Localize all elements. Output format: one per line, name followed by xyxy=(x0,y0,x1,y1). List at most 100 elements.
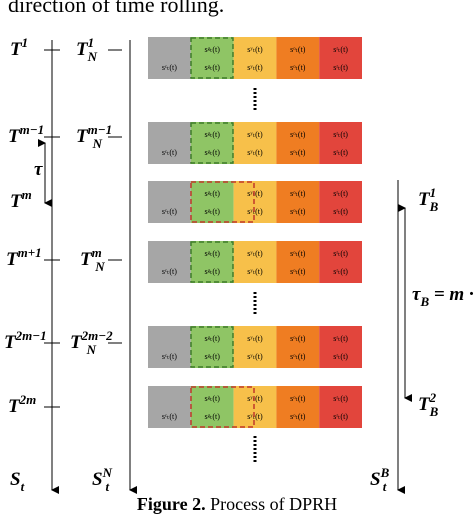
label-base: τ xyxy=(412,284,421,305)
segment-label: sʸₜ(t) xyxy=(247,189,263,198)
label-sup: 1 xyxy=(430,185,437,200)
segment xyxy=(190,122,234,164)
label-sup: 2m xyxy=(19,392,37,407)
segment xyxy=(276,181,320,223)
segment-label: sʸₜ(t) xyxy=(247,249,263,258)
segment-label: sᵒₜ(t) xyxy=(290,249,306,258)
segment-label: sᶜₜ(t) xyxy=(162,63,177,72)
segment-label: sʸₜ(t) xyxy=(247,412,263,421)
segment-label: sʳₜ(t) xyxy=(333,189,348,198)
label-sup: 2 xyxy=(429,390,437,405)
label-base: T xyxy=(70,332,83,353)
label-base: T xyxy=(418,394,431,415)
axis-label: St xyxy=(10,469,25,494)
label-base: T xyxy=(8,126,21,147)
label-base: T xyxy=(76,39,89,60)
segment-label: sʳₜ(t) xyxy=(333,267,348,276)
label-base: T xyxy=(80,249,93,270)
segment-label: sᵍₜ(t) xyxy=(204,45,220,54)
label-base: τ xyxy=(34,159,43,180)
segment-label: sᵒₜ(t) xyxy=(290,130,306,139)
segment xyxy=(233,181,277,223)
segment-label: sᵒₜ(t) xyxy=(290,334,306,343)
segment-label: sᵒₜ(t) xyxy=(290,63,306,72)
segment xyxy=(190,37,234,79)
label-base: T xyxy=(6,249,19,270)
segment xyxy=(190,241,234,283)
segment-label: sʸₜ(t) xyxy=(247,352,263,361)
segment-label: sʸₜ(t) xyxy=(247,148,263,157)
segment xyxy=(319,386,362,428)
segment xyxy=(319,181,362,223)
label-sup: m−1 xyxy=(20,122,45,137)
axis-label: T2m−1 xyxy=(4,328,47,353)
segment-label: sʸₜ(t) xyxy=(247,267,263,276)
header-text: direction of time rolling. xyxy=(8,0,224,17)
segment xyxy=(148,37,191,79)
label-sub: N xyxy=(92,136,103,151)
axis-label: τB = m · τ xyxy=(412,284,474,309)
segment-label: sᵍₜ(t) xyxy=(204,207,220,216)
highlight-box xyxy=(190,181,255,223)
highlight-box xyxy=(190,122,234,164)
label-base: T xyxy=(8,396,21,417)
label-base: S xyxy=(370,469,381,490)
segment-label: sʸₜ(t) xyxy=(247,334,263,343)
label-base: T xyxy=(418,189,431,210)
highlight-box xyxy=(190,326,234,368)
segment xyxy=(233,326,277,368)
label-base: T xyxy=(10,39,23,60)
label-sup: 2m−2 xyxy=(81,328,113,343)
segment-label: sʳₜ(t) xyxy=(333,412,348,421)
label-sub: t xyxy=(105,479,109,494)
segment-label: sʳₜ(t) xyxy=(333,249,348,258)
label-sup: 1 xyxy=(22,35,29,50)
label-sub: B xyxy=(429,199,439,214)
segment-label: sʳₜ(t) xyxy=(333,148,348,157)
axis-label: T2m xyxy=(8,392,36,417)
label-sub: N xyxy=(86,342,97,357)
segment-label: sʳₜ(t) xyxy=(333,394,348,403)
axis-label: Tm−1 N xyxy=(76,122,112,151)
label-sub: B xyxy=(419,294,429,309)
segment-label: sʸₜ(t) xyxy=(247,130,263,139)
label-sub: B xyxy=(429,404,439,419)
highlight-box xyxy=(190,386,255,428)
segment-label: sᶜₜ(t) xyxy=(162,148,177,157)
segment xyxy=(148,241,191,283)
segment-label: sᵒₜ(t) xyxy=(290,189,306,198)
segment-label: sʳₜ(t) xyxy=(333,334,348,343)
segment xyxy=(148,386,191,428)
segment-label: sᵍₜ(t) xyxy=(204,249,220,258)
caption: Figure 2. Process of DPRH xyxy=(137,494,337,514)
highlight-box xyxy=(190,37,234,79)
label-sub: N xyxy=(87,49,98,64)
segment-label: sᵒₜ(t) xyxy=(290,45,306,54)
label-base: S xyxy=(10,469,21,490)
segment xyxy=(148,181,191,223)
segment xyxy=(276,241,320,283)
segment xyxy=(190,326,234,368)
segment-label: sᵍₜ(t) xyxy=(204,189,220,198)
segment-label: sʸₜ(t) xyxy=(247,63,263,72)
segment-label: sᵍₜ(t) xyxy=(204,394,220,403)
caption-label: Figure 2. xyxy=(137,494,206,514)
segment xyxy=(276,326,320,368)
axis-label: T1 N xyxy=(76,35,98,64)
axis-label: Tm N xyxy=(80,245,105,274)
segment xyxy=(233,241,277,283)
axis-label: Tm xyxy=(10,187,32,212)
segment-label: sᵍₜ(t) xyxy=(204,334,220,343)
segment xyxy=(233,122,277,164)
segment xyxy=(148,326,191,368)
segment xyxy=(190,181,234,223)
axis-label: Tm−1 xyxy=(8,122,44,147)
segment xyxy=(276,122,320,164)
segment-label: sᵒₜ(t) xyxy=(290,352,306,361)
segment-label: sᵍₜ(t) xyxy=(204,267,220,276)
label-sup: m xyxy=(92,245,102,260)
segment xyxy=(190,386,234,428)
axis-label: SN t xyxy=(92,465,113,494)
segment-label: sᵍₜ(t) xyxy=(204,352,220,361)
segment-label: sᵍₜ(t) xyxy=(204,148,220,157)
